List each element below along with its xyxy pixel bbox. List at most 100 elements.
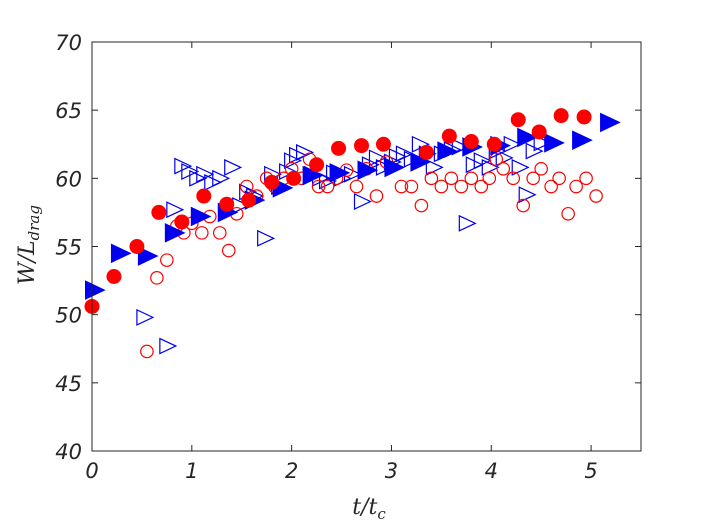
- data-point: [106, 268, 122, 284]
- data-point: [369, 189, 384, 203]
- data-point: [506, 171, 521, 186]
- data-point: [544, 133, 565, 153]
- data-point: [481, 158, 500, 176]
- data-marks: [84, 108, 621, 359]
- y-tick-label: 70: [55, 31, 82, 55]
- data-point: [140, 344, 154, 359]
- data-point: [189, 169, 208, 187]
- data-point: [441, 128, 457, 144]
- data-point: [425, 158, 444, 176]
- data-point: [572, 130, 593, 150]
- data-point: [166, 201, 185, 219]
- data-point: [331, 140, 347, 156]
- x-tick-label: 0: [85, 459, 98, 483]
- data-point: [137, 246, 159, 266]
- data-point: [451, 138, 470, 156]
- data-point: [196, 188, 212, 204]
- data-point: [414, 198, 429, 213]
- data-point: [174, 157, 193, 175]
- x-tick-label: 2: [285, 459, 298, 483]
- data-point: [357, 160, 379, 180]
- data-point: [437, 141, 459, 161]
- data-point: [518, 186, 537, 204]
- data-point: [410, 152, 432, 172]
- data-point: [511, 158, 530, 176]
- data-point: [311, 179, 326, 194]
- data-point: [394, 179, 409, 194]
- data-point: [552, 171, 566, 186]
- data-point: [320, 179, 335, 194]
- data-point: [221, 243, 236, 258]
- data-point: [84, 280, 106, 300]
- data-point: [463, 134, 479, 150]
- data-point: [354, 138, 370, 154]
- data-point: [495, 149, 514, 167]
- data-point: [553, 108, 569, 124]
- data-point: [458, 214, 477, 232]
- data-point: [534, 161, 548, 176]
- data-point: [561, 206, 575, 221]
- y-tick-label: 60: [55, 167, 82, 191]
- data-point: [404, 179, 419, 194]
- data-point: [424, 171, 439, 186]
- data-point: [309, 157, 325, 173]
- data-point: [329, 163, 351, 183]
- data-point: [174, 214, 190, 230]
- data-point: [579, 171, 593, 186]
- y-tick-label: 40: [55, 440, 82, 464]
- svg-text:W/Ldrag: W/Ldrag: [15, 205, 43, 285]
- data-point: [482, 171, 497, 186]
- data-point: [496, 161, 511, 176]
- data-point: [454, 179, 469, 194]
- data-point: [349, 179, 364, 194]
- data-point: [160, 253, 174, 267]
- data-point: [375, 136, 391, 152]
- data-point: [190, 206, 212, 227]
- data-point: [241, 192, 257, 208]
- data-point: [286, 170, 302, 186]
- data-point: [531, 124, 547, 140]
- data-point: [195, 226, 209, 240]
- data-point: [353, 193, 372, 210]
- y-tick-label: 55: [55, 236, 82, 260]
- data-point: [516, 198, 531, 213]
- data-point: [418, 144, 434, 160]
- data-point: [164, 223, 186, 243]
- data-point: [434, 179, 449, 194]
- data-point: [544, 179, 558, 194]
- data-point: [212, 169, 231, 187]
- x-tick-label: 5: [584, 459, 597, 483]
- data-point: [533, 134, 552, 152]
- x-tick-label: 4: [485, 459, 498, 483]
- data-point: [510, 112, 526, 128]
- x-axis-label: t/tc: [352, 495, 386, 523]
- data-point: [302, 165, 324, 186]
- data-point: [284, 152, 303, 170]
- data-point: [129, 239, 145, 254]
- data-point: [526, 171, 540, 186]
- data-point: [464, 171, 479, 186]
- y-tick-label: 45: [55, 372, 82, 396]
- data-point: [486, 136, 502, 152]
- data-point: [517, 127, 538, 148]
- data-point: [219, 196, 235, 212]
- data-point: [384, 157, 406, 178]
- data-point: [576, 109, 592, 125]
- data-point: [224, 158, 243, 176]
- data-point: [264, 174, 280, 190]
- data-point: [569, 179, 583, 194]
- data-point: [368, 149, 387, 167]
- svg-text:t/tc: t/tc: [352, 495, 386, 523]
- y-axis-label: W/Ldrag: [15, 205, 43, 285]
- data-point: [600, 112, 621, 133]
- series-filled-circle: [84, 108, 592, 314]
- data-point: [150, 271, 164, 285]
- data-point: [489, 152, 504, 167]
- data-point: [136, 308, 155, 326]
- data-point: [318, 172, 337, 190]
- data-point: [257, 229, 276, 247]
